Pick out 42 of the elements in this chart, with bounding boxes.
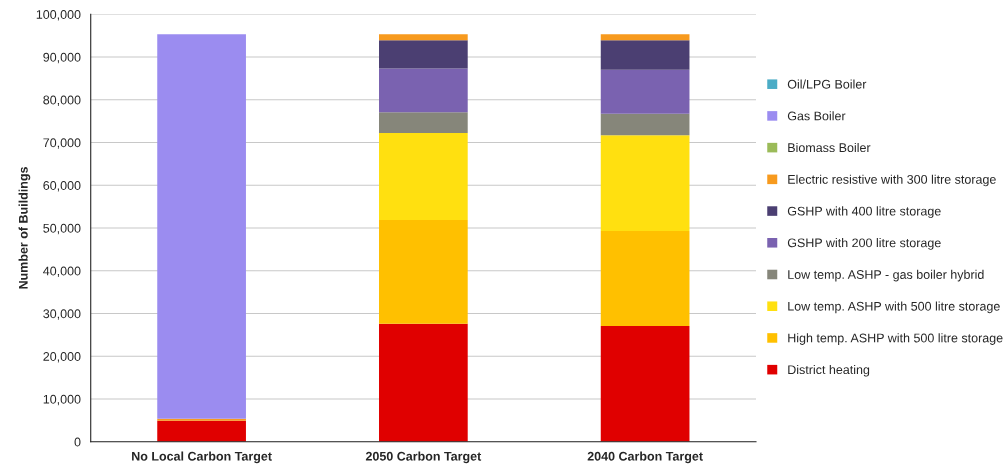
legend-label: Low temp. ASHP with 500 litre storage (788, 301, 1000, 314)
y-tick-label: 50,000 (43, 223, 81, 235)
y-tick-label: 60,000 (43, 181, 81, 192)
y-axis-title: Number of Buildings (18, 167, 31, 289)
x-tick-label: 2050 Carbon Target (365, 451, 482, 464)
legend-label: Oil/LPG Boiler (787, 79, 867, 89)
y-tick-label: 0 (74, 437, 81, 447)
bar (600, 135, 690, 231)
y-tick-label: 70,000 (43, 138, 81, 149)
legend-label: GSHP with 200 litre storage (787, 238, 941, 250)
bar (600, 113, 690, 136)
y-tick-label: 80,000 (43, 95, 81, 106)
bar (379, 40, 468, 69)
bar (157, 34, 246, 419)
y-tick-label: 10,000 (43, 394, 81, 406)
y-tick-label: 100,000 (36, 10, 81, 21)
bar (379, 133, 468, 220)
bar (600, 40, 690, 70)
bar (600, 34, 690, 41)
legend-label: Low temp. ASHP - gas boiler hybrid (788, 269, 984, 282)
bar (600, 230, 690, 326)
y-tick-label: 90,000 (43, 52, 81, 64)
legend-label: Electric resistive with 300 litre storage (788, 174, 996, 187)
bar (379, 34, 468, 41)
bar (600, 325, 690, 442)
y-tick-label: 20,000 (43, 352, 81, 363)
x-tick-label: No Local Carbon Target (132, 451, 272, 464)
legend-label: High temp. ASHP with 500 litre storage (788, 333, 1003, 345)
legend-label: Biomass Boiler (788, 142, 871, 153)
bar (157, 418, 246, 421)
bar (600, 69, 690, 114)
bar (379, 68, 468, 113)
y-tick-label: 30,000 (43, 309, 81, 320)
bar (379, 112, 468, 134)
y-tick-label: 40,000 (43, 266, 81, 277)
bar (157, 420, 246, 442)
legend-label: District heating (788, 364, 870, 377)
bar (379, 323, 468, 442)
bar (379, 219, 468, 324)
legend-label: GSHP with 400 litre storage (787, 206, 941, 218)
legend-label: Gas Boiler (787, 111, 846, 121)
x-tick-label: 2040 Carbon Target (587, 451, 703, 464)
